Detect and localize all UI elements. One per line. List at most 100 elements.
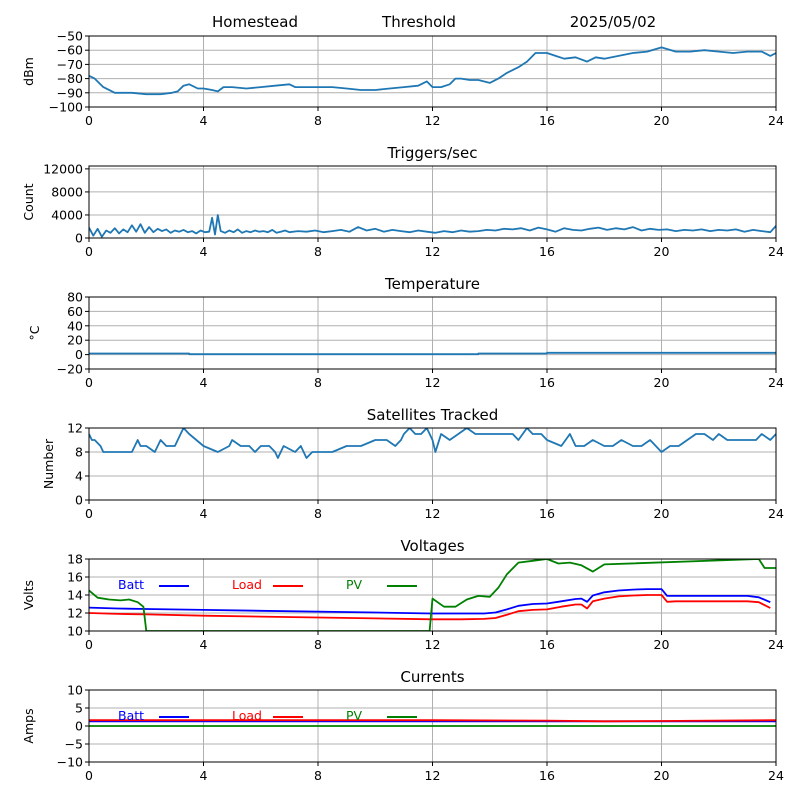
- y-tick-label: 80: [67, 290, 83, 305]
- y-tick-label: 0: [75, 231, 83, 246]
- x-tick-label: 12: [425, 768, 441, 783]
- x-tick-label: 24: [768, 244, 784, 259]
- y-axis-label: Number: [41, 438, 56, 489]
- panel-satellites: 0 4 8 12 16 20 24 0 4 8 12 Satellites Tracked Number: [41, 406, 784, 521]
- panel-title: Temperature: [384, 275, 480, 293]
- x-tick-label: 12: [425, 244, 441, 259]
- x-tick-label: 24: [768, 375, 784, 390]
- panel-signal: 0 4 8 12 16 20 24 −100−90−80−70−60−50 dBm: [21, 29, 784, 129]
- x-tick-label: 8: [314, 768, 322, 783]
- x-tick-label: 16: [539, 768, 555, 783]
- series-line-main: [89, 46, 776, 96]
- x-tick-label: 0: [85, 506, 93, 521]
- series-group: [89, 214, 776, 238]
- legend: Batt Load PV: [118, 577, 417, 592]
- y-tick-label: 10: [67, 624, 83, 639]
- series-line-load: [89, 594, 771, 621]
- y-tick-label: 40: [67, 318, 83, 333]
- x-tick-label: 24: [768, 113, 784, 128]
- panel-triggers: 0 4 8 12 16 20 24 0 4000 8000 12000 Triggers/sec Cou…: [21, 144, 784, 259]
- series-line-batt: [89, 588, 771, 615]
- x-tick-label: 16: [539, 113, 555, 128]
- legend-label-batt: Batt: [118, 577, 144, 592]
- x-tick-label: 12: [425, 375, 441, 390]
- y-tick-label: 18: [67, 552, 83, 567]
- series-line-pv: [89, 559, 776, 631]
- panel-voltages: 0 4 8 12 16 20 24 10 12 14 16 18 Voltages Volts Batt Lo…: [21, 537, 784, 652]
- x-tick-label: 12: [425, 113, 441, 128]
- y-tick-label: 0: [75, 719, 83, 734]
- series-group: [89, 428, 776, 459]
- series-group: [89, 559, 776, 631]
- legend-label-load: Load: [232, 577, 262, 592]
- y-tick-label: 4: [75, 469, 83, 484]
- y-tick-label: 4000: [51, 207, 83, 222]
- y-tick-label: −100: [49, 100, 83, 115]
- y-tick-label: 12: [67, 421, 83, 436]
- y-axis-label: Amps: [21, 708, 36, 743]
- x-tick-label: 0: [85, 375, 93, 390]
- y-tick-label: 12: [67, 606, 83, 621]
- y-tick-label: 0: [75, 347, 83, 362]
- y-tick-label: 20: [67, 333, 83, 348]
- x-tick-label: 0: [85, 113, 93, 128]
- y-tick-label: −5: [65, 737, 83, 752]
- y-tick-label: −20: [57, 362, 83, 377]
- x-tick-label: 20: [654, 244, 670, 259]
- x-tick-label: 8: [314, 637, 322, 652]
- x-tick-label: 4: [200, 637, 208, 652]
- x-tick-label: 24: [768, 637, 784, 652]
- y-tick-label: −60: [57, 43, 83, 58]
- y-tick-label: 60: [67, 304, 83, 319]
- x-tick-label: 24: [768, 506, 784, 521]
- date-label: 2025/05/02: [570, 13, 656, 31]
- x-tick-label: 20: [654, 506, 670, 521]
- legend-label-load: Load: [232, 708, 262, 723]
- y-tick-label: 5: [75, 701, 83, 716]
- x-tick-label: 20: [654, 375, 670, 390]
- x-tick-label: 12: [425, 637, 441, 652]
- legend-label-pv: PV: [346, 577, 363, 592]
- y-tick-label: −80: [57, 71, 83, 86]
- y-tick-label: −10: [57, 755, 83, 770]
- x-tick-label: 20: [654, 768, 670, 783]
- y-tick-label: 10: [67, 683, 83, 698]
- y-tick-label: 8000: [51, 184, 83, 199]
- legend-label-pv: PV: [346, 708, 363, 723]
- mode-label: Threshold: [381, 13, 456, 31]
- panel-currents: 0 4 8 12 16 20 24 −10 −5 0 5 10 Currents Amps Batt Load…: [21, 668, 784, 783]
- x-tick-label: 16: [539, 637, 555, 652]
- y-tick-label: −50: [57, 29, 83, 44]
- y-tick-label: 14: [67, 588, 83, 603]
- y-tick-label: −90: [57, 85, 83, 100]
- y-axis-label: °C: [27, 325, 42, 340]
- x-tick-label: 4: [200, 768, 208, 783]
- x-tick-label: 0: [85, 637, 93, 652]
- x-tick-label: 4: [200, 244, 208, 259]
- x-tick-label: 0: [85, 768, 93, 783]
- series-group: [89, 46, 776, 96]
- station-label: Homestead: [212, 13, 298, 31]
- y-tick-label: 16: [67, 570, 83, 585]
- x-tick-label: 4: [200, 113, 208, 128]
- panel-title: Voltages: [400, 537, 464, 555]
- y-tick-label: 12000: [43, 161, 83, 176]
- x-tick-label: 20: [654, 637, 670, 652]
- x-tick-label: 16: [539, 244, 555, 259]
- panel-title: Currents: [400, 668, 464, 686]
- series-line-main: [89, 351, 776, 356]
- x-tick-label: 0: [85, 244, 93, 259]
- y-tick-label: 0: [75, 493, 83, 508]
- panel-title: Triggers/sec: [387, 144, 478, 162]
- x-tick-label: 20: [654, 113, 670, 128]
- legend: Batt Load PV: [118, 708, 417, 723]
- y-axis-label: Volts: [21, 580, 36, 610]
- x-tick-label: 4: [200, 506, 208, 521]
- x-tick-label: 12: [425, 506, 441, 521]
- x-tick-label: 16: [539, 506, 555, 521]
- series-line-main: [89, 428, 776, 459]
- series-group: [89, 351, 776, 356]
